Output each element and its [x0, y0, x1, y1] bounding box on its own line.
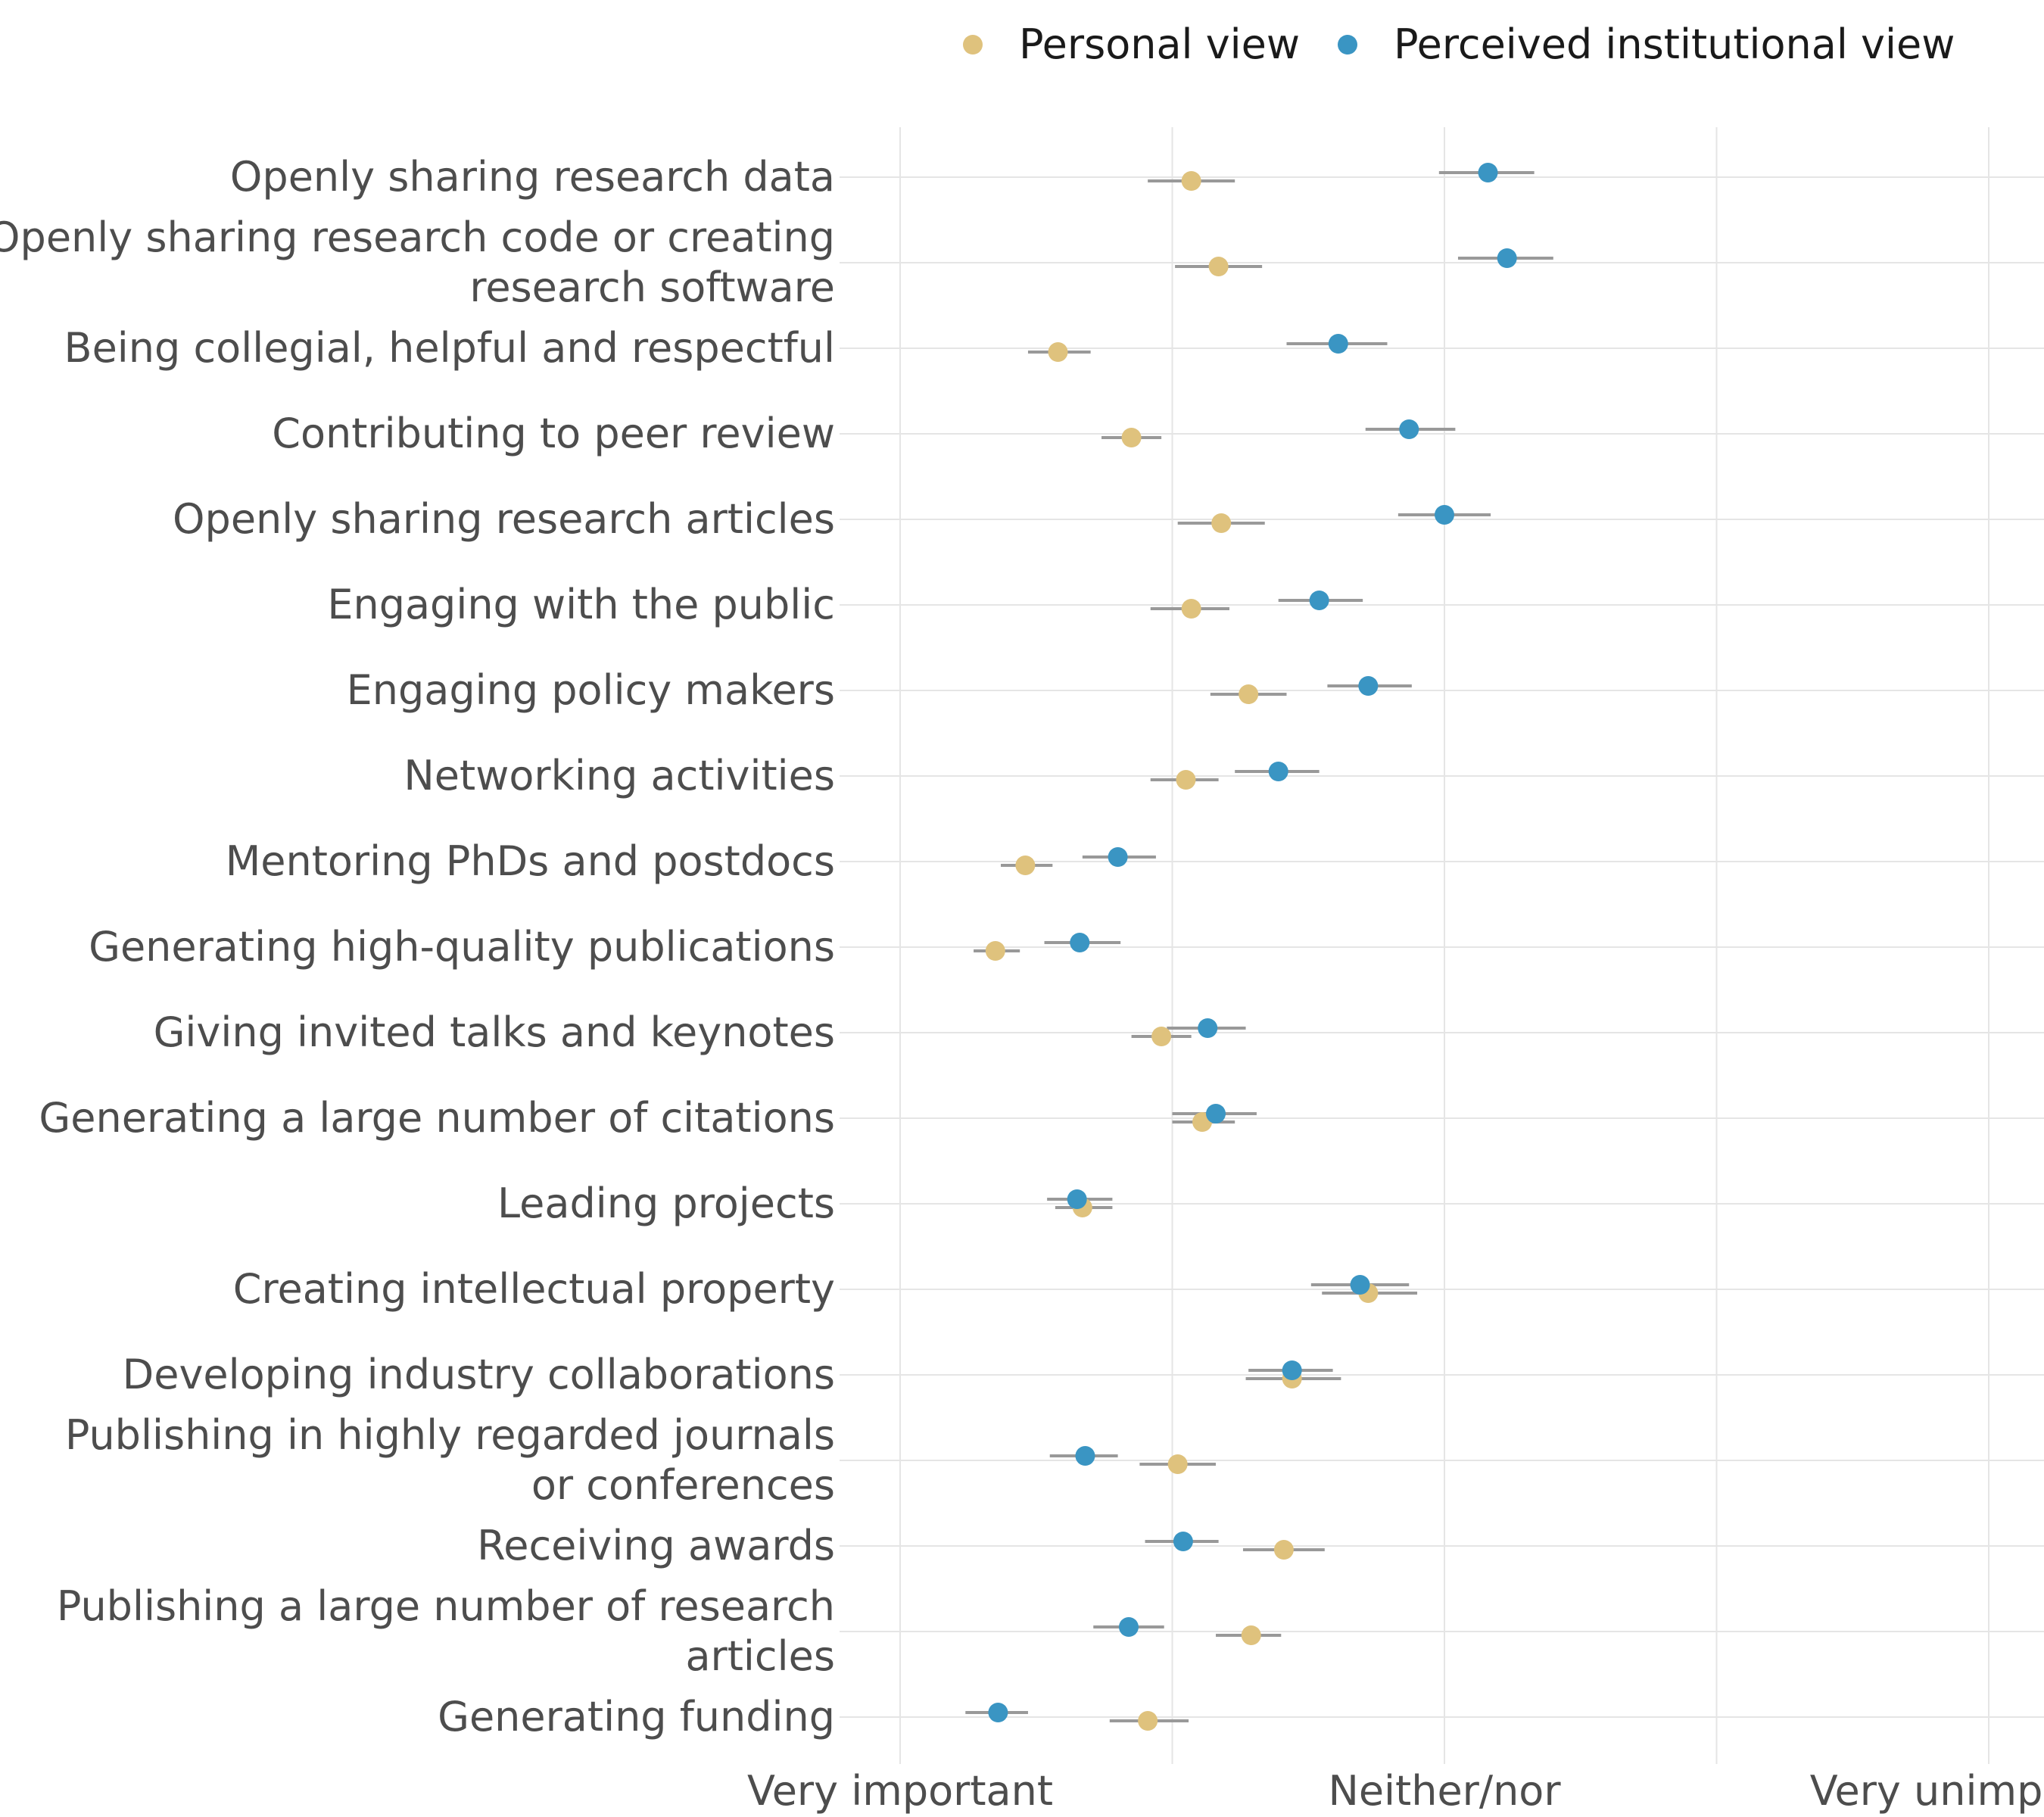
category-label-line: Mentoring PhDs and postdocs [226, 837, 835, 885]
category-label: Generating high-quality publications [89, 923, 835, 971]
institutional-point [1118, 1617, 1139, 1637]
category-label: Being collegial, helpful and respectful [64, 324, 835, 372]
category-label-line: Networking activities [404, 752, 835, 799]
category-label: Networking activities [404, 752, 835, 799]
institutional-point [1399, 419, 1419, 439]
category-label-line: Openly sharing research data [230, 153, 835, 201]
category-label: Openly sharing research articles [173, 495, 835, 543]
legend-label-institutional: Perceived institutional view [1394, 20, 1955, 68]
category-label-line: Generating funding [438, 1693, 835, 1741]
institutional-point [1173, 1532, 1193, 1551]
personal-point [1048, 342, 1068, 362]
legend: Personal view Perceived institutional vie… [963, 20, 1955, 68]
category-label: Giving invited talks and keynotes [154, 1008, 835, 1056]
category-label-line: Openly sharing research articles [173, 495, 835, 543]
institutional-point [1070, 933, 1090, 952]
category-label-line: or conferences [531, 1461, 835, 1509]
category-label-line: Publishing a large number of research [57, 1582, 835, 1630]
category-label-line: Leading projects [497, 1180, 835, 1227]
institutional-point [1206, 1104, 1226, 1124]
x-tick-label: Neither/nor [1328, 1767, 1561, 1815]
personal-point [1239, 684, 1259, 704]
category-label-line: Giving invited talks and keynotes [154, 1008, 835, 1056]
category-label: Openly sharing research data [230, 153, 835, 201]
category-label-line: Generating a large number of citations [39, 1094, 835, 1142]
institutional-point [1075, 1446, 1095, 1466]
personal-point [1208, 257, 1229, 276]
personal-point [985, 941, 1005, 961]
category-label-line: research software [469, 263, 835, 311]
category-label-line: Publishing in highly regarded journals [65, 1411, 835, 1459]
category-label: Leading projects [497, 1180, 835, 1227]
category-label-line: Being collegial, helpful and respectful [64, 324, 835, 372]
category-label: Developing industry collaborations [123, 1351, 835, 1398]
category-label: Receiving awards [477, 1522, 835, 1569]
category-label: Openly sharing research code or creating… [0, 213, 835, 311]
category-label: Generating a large number of citations [39, 1094, 835, 1142]
category-label-line: Receiving awards [477, 1522, 835, 1569]
personal-point [1181, 599, 1201, 619]
category-labels: Openly sharing research data Openly shari… [0, 153, 835, 1741]
category-label-line: articles [685, 1632, 835, 1680]
x-tick-label: Very important [747, 1767, 1053, 1815]
grid-layer [840, 127, 2044, 1764]
personal-point [1181, 171, 1201, 191]
personal-point [1211, 513, 1232, 533]
institutional-point [1435, 505, 1454, 525]
category-label: Generating funding [438, 1693, 835, 1741]
institutional-point [1478, 163, 1498, 182]
legend-key-institutional [1338, 35, 1357, 55]
category-label-line: Contributing to peer review [272, 410, 835, 457]
institutional-point [1497, 248, 1517, 268]
institutional-point [988, 1703, 1008, 1722]
category-label: Publishing in highly regarded journals or… [65, 1411, 835, 1509]
institutional-point [1108, 847, 1128, 867]
x-tick-label: Very unimportant [1810, 1767, 2044, 1815]
category-label-line: Engaging policy makers [347, 666, 835, 714]
personal-point [1151, 1027, 1172, 1046]
category-label-line: Generating high-quality publications [89, 923, 835, 971]
category-label: Contributing to peer review [272, 410, 835, 457]
institutional-point [1358, 676, 1379, 696]
legend-label-personal: Personal view [1019, 20, 1300, 68]
personal-point [1176, 770, 1196, 790]
category-label: Engaging with the public [327, 581, 835, 628]
legend-key-personal [963, 35, 983, 55]
x-axis-tick-labels: Very important Neither/nor Very unimportan… [747, 1767, 2044, 1815]
category-label-line: Openly sharing research code or creating [0, 213, 835, 261]
category-label-line: Developing industry collaborations [123, 1351, 835, 1398]
institutional-point [1328, 334, 1348, 354]
institutional-point [1309, 591, 1329, 610]
category-label: Publishing a large number of research art… [57, 1582, 835, 1680]
personal-point [1241, 1625, 1261, 1645]
category-label: Creating intellectual property [233, 1265, 835, 1313]
category-label: Engaging policy makers [347, 666, 835, 714]
institutional-point [1067, 1189, 1087, 1209]
institutional-point [1268, 762, 1288, 781]
category-label-line: Engaging with the public [327, 581, 835, 628]
point-layer [985, 163, 1517, 1731]
personal-point [1121, 428, 1142, 447]
personal-point [1273, 1540, 1294, 1560]
personal-point [1015, 856, 1036, 875]
personal-point [1138, 1711, 1158, 1731]
personal-point [1167, 1454, 1188, 1474]
institutional-point [1198, 1018, 1218, 1038]
institutional-point [1282, 1360, 1302, 1380]
category-label: Mentoring PhDs and postdocs [226, 837, 835, 885]
category-label-line: Creating intellectual property [233, 1265, 835, 1313]
institutional-point [1350, 1275, 1370, 1295]
